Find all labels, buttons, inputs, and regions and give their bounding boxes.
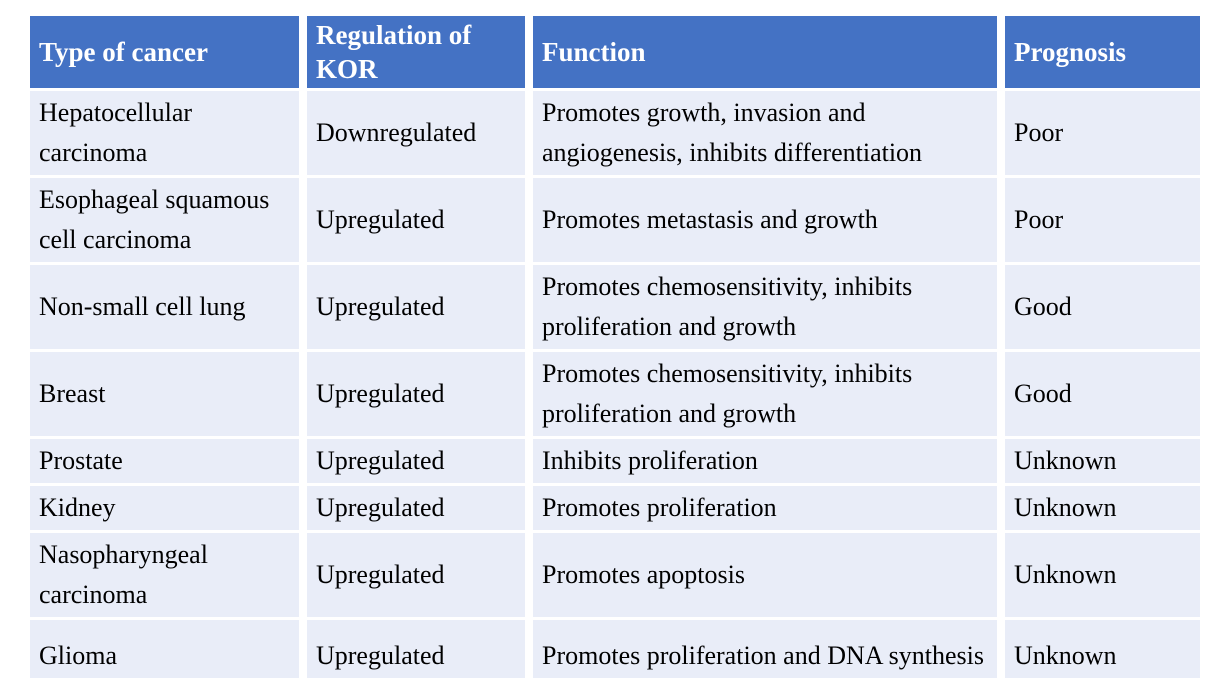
cell-prognosis: Unknown bbox=[1005, 439, 1200, 486]
table-row-nasopharyngeal: Nasopharyngeal carcinoma Upregulated Pro… bbox=[30, 533, 1200, 620]
cell-regulation: Upregulated bbox=[307, 533, 533, 620]
table-row-kidney: Kidney Upregulated Promotes proliferatio… bbox=[30, 486, 1200, 533]
cell-regulation: Downregulated bbox=[307, 91, 533, 178]
cell-type-of-cancer: Nasopharyngeal carcinoma bbox=[30, 533, 307, 620]
cell-prognosis: Unknown bbox=[1005, 486, 1200, 533]
cell-prognosis: Good bbox=[1005, 265, 1200, 352]
cell-type-of-cancer: Kidney bbox=[30, 486, 307, 533]
cell-type-of-cancer: Esophageal squamous cell carcinoma bbox=[30, 178, 307, 265]
cell-prognosis: Unknown bbox=[1005, 620, 1200, 678]
cell-regulation: Upregulated bbox=[307, 265, 533, 352]
table-row-non-small-cell-lung: Non-small cell lung Upregulated Promotes… bbox=[30, 265, 1200, 352]
cell-function: Promotes chemosensitivity, inhibits prol… bbox=[533, 265, 1005, 352]
cell-regulation: Upregulated bbox=[307, 439, 533, 486]
cell-prognosis: Good bbox=[1005, 352, 1200, 439]
cell-regulation: Upregulated bbox=[307, 178, 533, 265]
table-header-row: Type of cancer Regulation of KOR Functio… bbox=[30, 16, 1200, 91]
cell-function: Promotes growth, invasion and angiogenes… bbox=[533, 91, 1005, 178]
cell-function: Promotes proliferation bbox=[533, 486, 1005, 533]
column-header-type-of-cancer: Type of cancer bbox=[30, 16, 307, 91]
kor-cancer-table: Type of cancer Regulation of KOR Functio… bbox=[30, 16, 1200, 678]
cell-type-of-cancer: Breast bbox=[30, 352, 307, 439]
column-header-regulation-of-kor: Regulation of KOR bbox=[307, 16, 533, 91]
cell-type-of-cancer: Glioma bbox=[30, 620, 307, 678]
cell-function: Promotes proliferation and DNA synthesis bbox=[533, 620, 1005, 678]
table-row-hepatocellular: Hepatocellular carcinoma Downregulated P… bbox=[30, 91, 1200, 178]
cell-prognosis: Poor bbox=[1005, 91, 1200, 178]
column-header-prognosis: Prognosis bbox=[1005, 16, 1200, 91]
cell-prognosis: Unknown bbox=[1005, 533, 1200, 620]
cell-function: Promotes chemosensitivity, inhibits prol… bbox=[533, 352, 1005, 439]
table-row-breast: Breast Upregulated Promotes chemosensiti… bbox=[30, 352, 1200, 439]
cell-regulation: Upregulated bbox=[307, 352, 533, 439]
cell-type-of-cancer: Hepatocellular carcinoma bbox=[30, 91, 307, 178]
cell-type-of-cancer: Non-small cell lung bbox=[30, 265, 307, 352]
cell-function: Inhibits proliferation bbox=[533, 439, 1005, 486]
cell-function: Promotes apoptosis bbox=[533, 533, 1005, 620]
cell-prognosis: Poor bbox=[1005, 178, 1200, 265]
cell-function: Promotes metastasis and growth bbox=[533, 178, 1005, 265]
table-row-esophageal: Esophageal squamous cell carcinoma Upreg… bbox=[30, 178, 1200, 265]
table-row-prostate: Prostate Upregulated Inhibits proliferat… bbox=[30, 439, 1200, 486]
cell-type-of-cancer: Prostate bbox=[30, 439, 307, 486]
table-row-glioma: Glioma Upregulated Promotes proliferatio… bbox=[30, 620, 1200, 678]
cell-regulation: Upregulated bbox=[307, 486, 533, 533]
column-header-function: Function bbox=[533, 16, 1005, 91]
cell-regulation: Upregulated bbox=[307, 620, 533, 678]
